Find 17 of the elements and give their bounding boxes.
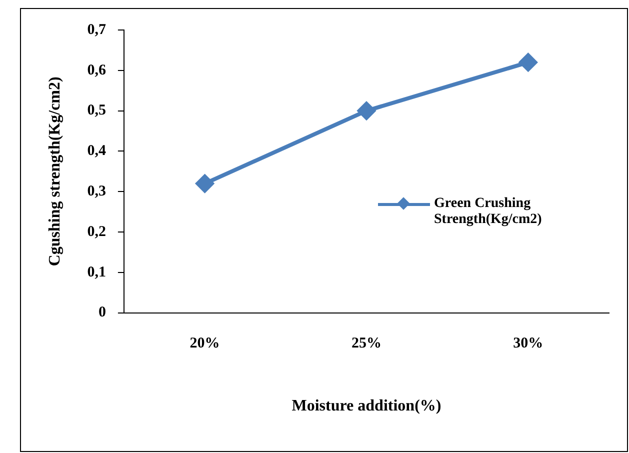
- point: [196, 174, 214, 193]
- y-tick-label: 0,6: [87, 62, 106, 78]
- x-tick-label: 20%: [190, 336, 220, 352]
- y-axis-title: Cgushing strength(Kg/cm2): [46, 76, 64, 266]
- point: [519, 53, 538, 72]
- y-tick-label: 0,1: [87, 264, 106, 280]
- y-tick-label: 0,2: [87, 224, 106, 240]
- legend-label: Green Crushing Strength(Kg/cm2): [434, 196, 543, 228]
- y-tick-label: 0,5: [87, 102, 106, 119]
- x-axis-title: Moisture addition(%): [292, 398, 442, 415]
- y-tick-label: 0,3: [87, 183, 106, 200]
- y-tick-label: 0,4: [87, 143, 106, 160]
- point: [357, 102, 376, 120]
- y-tick-label: 0,7: [87, 22, 106, 38]
- y-tick-label: 0: [98, 304, 106, 321]
- x-tick-label: 30%: [513, 336, 544, 352]
- x-tick-label: 25%: [351, 336, 382, 352]
